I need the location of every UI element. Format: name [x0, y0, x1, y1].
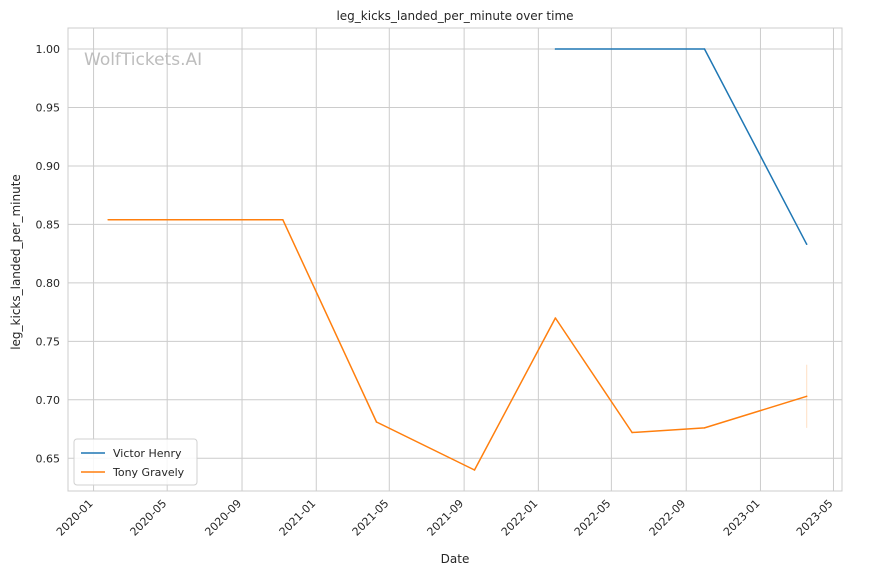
y-tick-label-0-65: 0.65	[36, 452, 61, 465]
y-tick-label-1-00: 1.00	[36, 43, 61, 56]
data-point-tony-gravely-6	[703, 427, 706, 429]
y-tick-label-0-85: 0.85	[36, 218, 61, 231]
data-point-victor-henry-1	[703, 48, 706, 50]
y-tick-label-0-75: 0.75	[36, 335, 61, 348]
y-tick-label-0-90: 0.90	[36, 160, 61, 173]
y-tick-label-0-70: 0.70	[36, 394, 61, 407]
legend-label-tony-gravely: Tony Gravely	[112, 466, 185, 479]
legend: Victor Henry Tony Gravely	[73, 438, 198, 486]
y-tick-label-0-80: 0.80	[36, 277, 61, 290]
data-point-tony-gravely-5	[631, 431, 633, 434]
data-point-victor-henry-2	[805, 243, 808, 246]
data-point-tony-gravely-1	[282, 218, 284, 221]
chart-title: leg_kicks_landed_per_minute over time	[336, 9, 573, 23]
series-layer	[107, 48, 808, 471]
data-point-victor-henry-0	[554, 48, 557, 50]
data-point-tony-gravely-3	[473, 469, 476, 471]
y-axis-title: leg_kicks_landed_per_minute	[9, 174, 23, 350]
series-line-tony-gravely	[108, 218, 807, 471]
data-point-tony-gravely-4	[554, 317, 557, 319]
y-tick-label-0-95: 0.95	[36, 102, 61, 115]
plot-frame	[67, 27, 843, 492]
legend-box	[73, 438, 198, 486]
data-point-tony-gravely-2	[375, 421, 378, 423]
legend-label-victor-henry: Victor Henry	[113, 447, 182, 460]
y-axis-ticks: 0.65 0.70 0.75 0.80 0.85 0.90 0.95 1.00	[36, 43, 61, 465]
data-point-tony-gravely-0	[107, 218, 109, 221]
watermark: WolfTickets.AI	[84, 50, 202, 70]
x-axis-title: Date	[441, 552, 470, 566]
data-point-tony-gravely-7	[805, 395, 808, 398]
